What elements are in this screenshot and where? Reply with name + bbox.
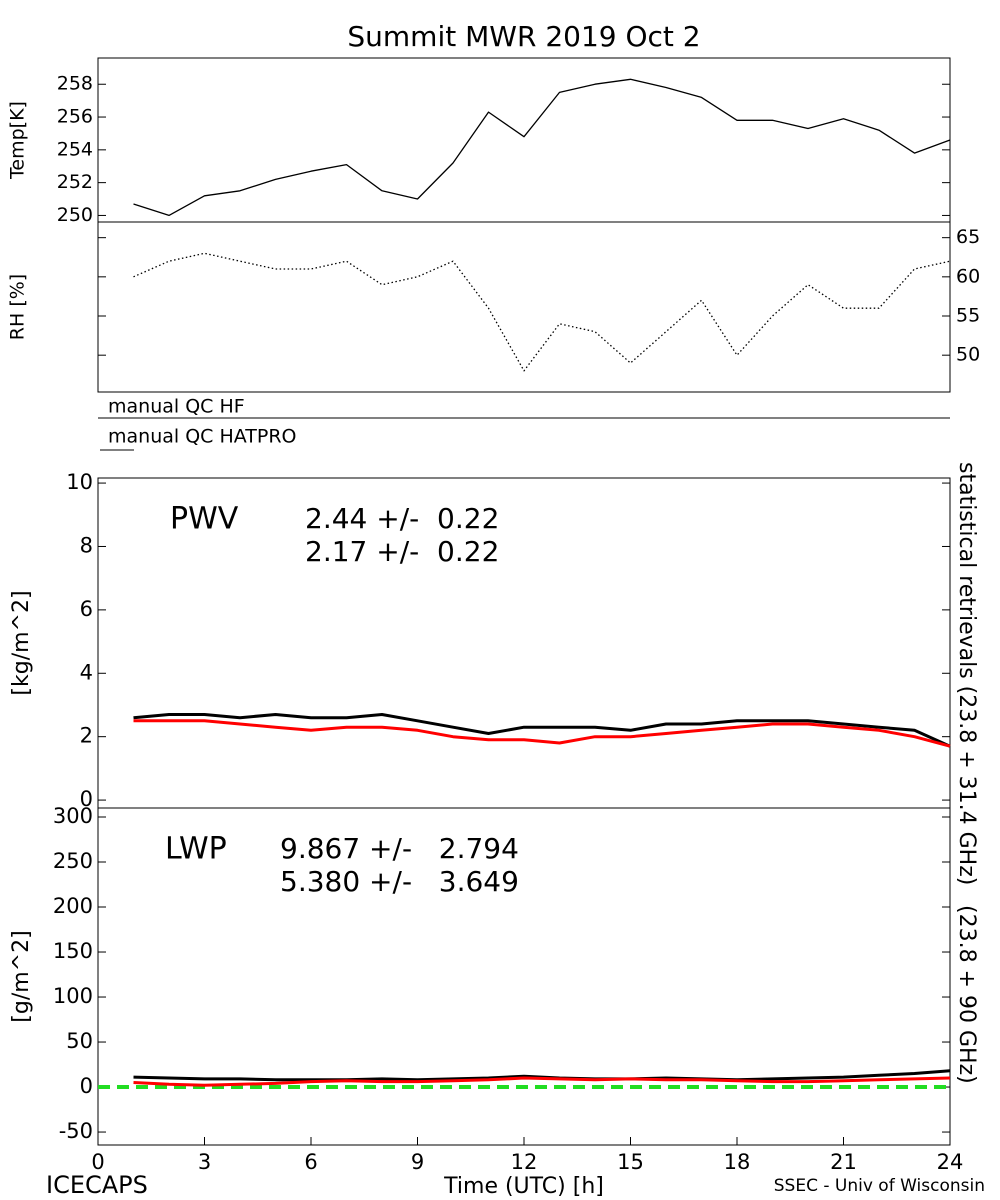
qc-label: manual QC HF <box>108 396 245 418</box>
series-line <box>133 713 951 748</box>
y-tick-label: 0 <box>80 1074 93 1098</box>
y-tick-label: 200 <box>53 894 93 918</box>
x-tick-label: 9 <box>411 1150 424 1174</box>
y-tick-label: -50 <box>59 1119 93 1143</box>
x-axis-label: Time (UTC) [h] <box>443 1174 604 1199</box>
y-tick-label: 252 <box>57 171 93 193</box>
x-tick-label: 3 <box>198 1150 211 1174</box>
x-tick-label: 24 <box>937 1150 964 1174</box>
footer-right: SSEC - Univ of Wisconsin <box>774 1176 985 1196</box>
y-axis-label: [kg/m^2] <box>9 590 34 695</box>
x-tick-label: 15 <box>617 1150 644 1174</box>
series-line <box>133 1076 951 1087</box>
stats-label: 5.380 +/- 3.649 <box>280 865 519 898</box>
side-label: (23.8 + 90 GHz) <box>954 905 979 1084</box>
y-tick-label: 254 <box>57 138 93 160</box>
y-tick-label: 50 <box>66 1029 93 1053</box>
qc-label: manual QC HATPRO <box>108 426 297 448</box>
y-tick-label: 250 <box>53 849 93 873</box>
y-tick-label: 55 <box>956 305 980 327</box>
y-tick-label: 4 <box>80 660 93 684</box>
plot-frame <box>97 221 951 393</box>
y-tick-label: 150 <box>53 939 93 963</box>
stats-label: 2.44 +/- 0.22 <box>305 502 499 535</box>
x-tick-label: 12 <box>511 1150 538 1174</box>
y-tick-label: 6 <box>80 597 93 621</box>
y-tick-label: 10 <box>66 470 93 494</box>
panel-label: LWP <box>165 832 227 867</box>
x-tick-label: 6 <box>304 1150 317 1174</box>
series-line <box>133 719 951 748</box>
side-label: statistical retrievals (23.8 + 31.4 GHz) <box>954 462 979 885</box>
y-tick-label: 8 <box>80 533 93 557</box>
x-tick-label: 0 <box>91 1150 104 1174</box>
y-axis-label: RH [%] <box>7 274 29 340</box>
x-tick-label: 21 <box>830 1150 857 1174</box>
y-tick-label: 100 <box>53 984 93 1008</box>
x-tick-label: 18 <box>724 1150 751 1174</box>
y-axis-label: [g/m^2] <box>9 930 34 1022</box>
stats-label: 9.867 +/- 2.794 <box>280 832 519 865</box>
footer-left: ICECAPS <box>46 1171 148 1199</box>
stats-label: 2.17 +/- 0.22 <box>305 535 499 568</box>
y-tick-label: 258 <box>57 73 93 95</box>
y-axis-label: Temp[K] <box>7 101 29 180</box>
y-tick-label: 2 <box>80 724 93 748</box>
panel-label: PWV <box>170 502 239 537</box>
y-tick-label: 300 <box>53 804 93 828</box>
y-tick-label: 50 <box>956 344 980 366</box>
y-tick-label: 60 <box>956 265 980 287</box>
y-tick-label: 0 <box>80 787 93 811</box>
y-tick-label: 256 <box>57 106 93 128</box>
y-tick-label: 250 <box>57 204 93 226</box>
chart-title: Summit MWR 2019 Oct 2 <box>347 20 700 53</box>
series-line <box>133 78 951 217</box>
y-tick-label: 65 <box>956 226 980 248</box>
